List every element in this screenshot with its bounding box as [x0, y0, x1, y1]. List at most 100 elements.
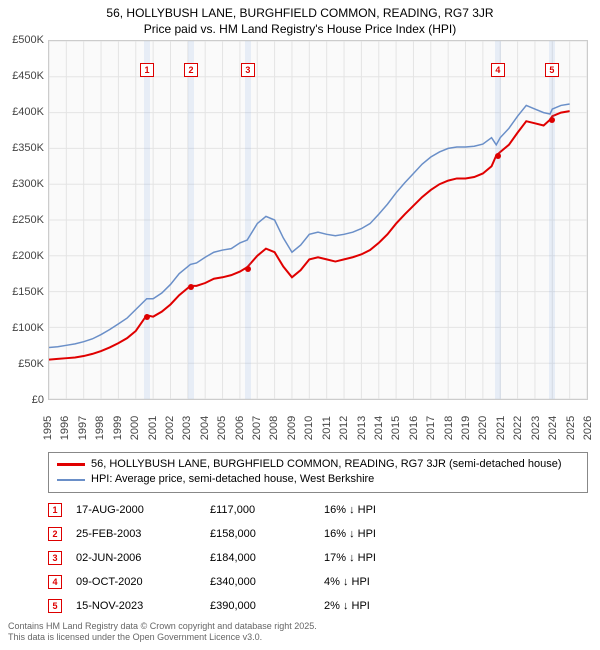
sale-band: [549, 41, 555, 399]
sale-marker: 1: [48, 503, 62, 517]
y-tick-label: £0: [32, 394, 44, 406]
y-tick-label: £350K: [12, 142, 44, 154]
sale-marker: 2: [48, 527, 62, 541]
x-tick-label: 1996: [59, 416, 71, 440]
sale-marker: 5: [48, 599, 62, 613]
y-axis: £0£50K£100K£150K£200K£250K£300K£350K£400…: [0, 40, 48, 400]
x-tick-label: 2011: [321, 416, 333, 440]
sale-price: £184,000: [210, 552, 310, 564]
sale-marker: 4: [48, 575, 62, 589]
sale-marker-on-plot: 5: [545, 63, 559, 77]
legend-box: 56, HOLLYBUSH LANE, BURGHFIELD COMMON, R…: [48, 452, 588, 493]
sale-band: [188, 41, 194, 399]
x-tick-label: 2014: [373, 416, 385, 440]
sale-band: [245, 41, 251, 399]
sales-row: 2 25-FEB-2003 £158,000 16% ↓ HPI: [48, 522, 588, 546]
x-tick-label: 2017: [425, 416, 437, 440]
sale-marker-on-plot: 4: [491, 63, 505, 77]
legend-label-hpi: HPI: Average price, semi-detached house,…: [91, 472, 374, 487]
y-tick-label: £150K: [12, 286, 44, 298]
title-block: 56, HOLLYBUSH LANE, BURGHFIELD COMMON, R…: [0, 0, 600, 38]
x-tick-label: 2012: [338, 416, 350, 440]
sale-price: £340,000: [210, 576, 310, 588]
plot-svg: [49, 41, 587, 399]
x-tick-label: 2005: [216, 416, 228, 440]
sale-marker-on-plot: 2: [184, 63, 198, 77]
sale-diff: 2% ↓ HPI: [324, 600, 424, 612]
sale-band: [495, 41, 501, 399]
title-line-2: Price paid vs. HM Land Registry's House …: [10, 22, 590, 36]
legend-swatch-property: [57, 463, 85, 466]
x-tick-label: 2001: [147, 416, 159, 440]
legend-label-property: 56, HOLLYBUSH LANE, BURGHFIELD COMMON, R…: [91, 457, 562, 472]
legend-swatch-hpi: [57, 479, 85, 481]
y-tick-label: £500K: [12, 34, 44, 46]
x-tick-label: 2021: [495, 416, 507, 440]
chart-container: 56, HOLLYBUSH LANE, BURGHFIELD COMMON, R…: [0, 0, 600, 650]
sale-dot: [495, 153, 501, 159]
x-tick-label: 2010: [303, 416, 315, 440]
x-tick-label: 2022: [512, 416, 524, 440]
sale-dot: [144, 314, 150, 320]
y-tick-label: £300K: [12, 178, 44, 190]
sale-marker-on-plot: 3: [241, 63, 255, 77]
sale-date: 09-OCT-2020: [76, 576, 196, 588]
sale-date: 02-JUN-2006: [76, 552, 196, 564]
x-tick-label: 1999: [112, 416, 124, 440]
x-tick-label: 2020: [477, 416, 489, 440]
sales-row: 3 02-JUN-2006 £184,000 17% ↓ HPI: [48, 546, 588, 570]
sale-date: 17-AUG-2000: [76, 504, 196, 516]
legend-row-property: 56, HOLLYBUSH LANE, BURGHFIELD COMMON, R…: [57, 457, 579, 472]
x-tick-label: 2008: [268, 416, 280, 440]
x-axis: 1995199619971998199920002001200220032004…: [48, 400, 588, 450]
legend-row-hpi: HPI: Average price, semi-detached house,…: [57, 472, 579, 487]
y-tick-label: £100K: [12, 322, 44, 334]
y-tick-label: £250K: [12, 214, 44, 226]
sale-dot: [188, 284, 194, 290]
plot-area: 1 2 3 4 5: [48, 40, 588, 400]
x-tick-label: 1998: [94, 416, 106, 440]
sale-date: 15-NOV-2023: [76, 600, 196, 612]
sales-row: 4 09-OCT-2020 £340,000 4% ↓ HPI: [48, 570, 588, 594]
x-tick-label: 2025: [565, 416, 577, 440]
sale-price: £390,000: [210, 600, 310, 612]
sale-dot: [549, 117, 555, 123]
x-tick-label: 2003: [181, 416, 193, 440]
x-tick-label: 2006: [234, 416, 246, 440]
sale-diff: 16% ↓ HPI: [324, 528, 424, 540]
sale-dot: [245, 266, 251, 272]
x-tick-label: 2023: [530, 416, 542, 440]
sale-date: 25-FEB-2003: [76, 528, 196, 540]
x-tick-label: 1995: [42, 416, 54, 440]
footer-line-2: This data is licensed under the Open Gov…: [8, 632, 317, 644]
sale-band: [144, 41, 150, 399]
footer-line-1: Contains HM Land Registry data © Crown c…: [8, 621, 317, 633]
x-tick-label: 2016: [408, 416, 420, 440]
x-tick-label: 2004: [199, 416, 211, 440]
x-tick-label: 2007: [251, 416, 263, 440]
x-tick-label: 2024: [547, 416, 559, 440]
sales-row: 5 15-NOV-2023 £390,000 2% ↓ HPI: [48, 594, 588, 618]
sale-price: £158,000: [210, 528, 310, 540]
sale-marker-on-plot: 1: [140, 63, 154, 77]
y-tick-label: £50K: [18, 358, 44, 370]
sale-price: £117,000: [210, 504, 310, 516]
sale-diff: 4% ↓ HPI: [324, 576, 424, 588]
title-line-1: 56, HOLLYBUSH LANE, BURGHFIELD COMMON, R…: [10, 6, 590, 20]
y-tick-label: £400K: [12, 106, 44, 118]
x-tick-label: 2013: [356, 416, 368, 440]
x-tick-label: 2002: [164, 416, 176, 440]
sale-diff: 16% ↓ HPI: [324, 504, 424, 516]
sale-marker: 3: [48, 551, 62, 565]
sale-diff: 17% ↓ HPI: [324, 552, 424, 564]
sales-row: 1 17-AUG-2000 £117,000 16% ↓ HPI: [48, 498, 588, 522]
x-tick-label: 2018: [443, 416, 455, 440]
footer: Contains HM Land Registry data © Crown c…: [8, 621, 317, 644]
x-tick-label: 2000: [129, 416, 141, 440]
sales-table: 1 17-AUG-2000 £117,000 16% ↓ HPI 2 25-FEB-200…: [48, 498, 588, 618]
x-tick-label: 2026: [582, 416, 594, 440]
x-tick-label: 2015: [390, 416, 402, 440]
y-tick-label: £200K: [12, 250, 44, 262]
x-tick-label: 2009: [286, 416, 298, 440]
y-tick-label: £450K: [12, 70, 44, 82]
